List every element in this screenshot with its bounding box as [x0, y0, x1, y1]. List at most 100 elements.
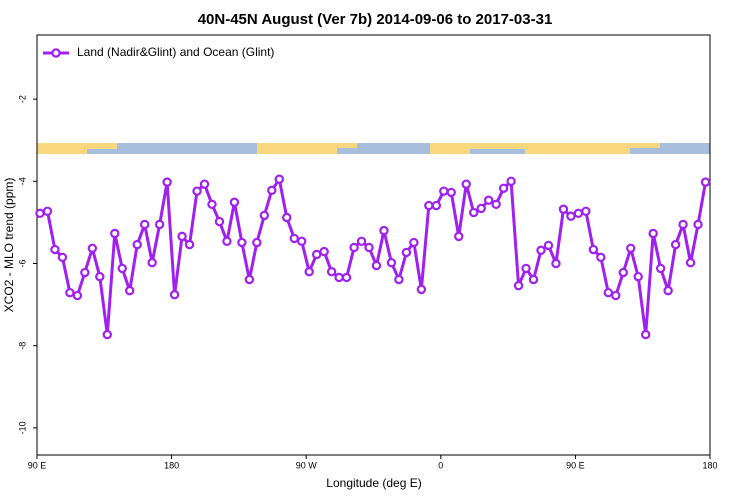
data-point	[640, 329, 651, 340]
data-point	[199, 179, 210, 189]
data-point	[655, 263, 666, 274]
data-point	[424, 200, 434, 211]
data-point	[304, 267, 314, 277]
land-band	[430, 143, 470, 154]
x-tick-label: 90 E	[28, 460, 47, 470]
data-point	[282, 212, 292, 223]
data-point	[670, 239, 681, 250]
data-point	[371, 260, 382, 271]
data-point	[177, 231, 187, 242]
land-band	[37, 143, 87, 154]
data-point	[214, 216, 225, 227]
data-point	[573, 208, 584, 219]
data-point	[87, 243, 98, 253]
y-tick-label: -10	[17, 421, 27, 434]
data-point	[566, 211, 576, 221]
data-point	[678, 219, 688, 230]
data-point	[110, 228, 120, 239]
data-point	[207, 199, 217, 210]
legend-label: Land (Nadir&Glint) and Ocean (Glint)	[77, 45, 274, 59]
data-point	[259, 210, 270, 221]
data-point	[147, 257, 157, 268]
data-point	[297, 236, 307, 247]
data-point	[184, 239, 195, 250]
data-point	[409, 237, 419, 248]
ocean-band	[37, 143, 710, 154]
data-point	[611, 290, 621, 301]
series-line	[39, 177, 707, 337]
data-point	[626, 243, 636, 253]
data-point	[252, 237, 262, 248]
data-point	[319, 246, 329, 257]
data-point	[439, 186, 449, 196]
data-point	[581, 206, 591, 217]
data-point	[289, 233, 299, 244]
data-point	[169, 290, 180, 300]
data-point	[364, 242, 374, 253]
data-point	[700, 177, 711, 187]
data-point	[139, 219, 150, 230]
data-point	[469, 207, 479, 218]
x-tick-label: 90 W	[296, 460, 318, 470]
data-point	[543, 240, 554, 251]
data-point	[506, 176, 516, 187]
data-point	[416, 284, 427, 295]
data-point	[648, 228, 658, 239]
data-point	[379, 225, 389, 236]
data-point	[125, 285, 135, 296]
land-band	[337, 143, 357, 148]
data-point	[349, 242, 359, 253]
data-point	[154, 219, 165, 230]
data-point	[446, 187, 456, 198]
land-band	[470, 143, 525, 149]
x-tick-label: 180	[702, 460, 717, 470]
data-point	[267, 185, 277, 196]
data-point	[326, 267, 337, 277]
data-point	[596, 252, 606, 263]
data-point	[476, 203, 486, 214]
data-point	[334, 272, 344, 283]
data-point	[454, 231, 464, 242]
data-point	[162, 177, 172, 187]
data-point	[394, 274, 404, 285]
data-point	[35, 208, 45, 219]
y-tick-label: -2	[17, 95, 27, 103]
x-axis-label: Longitude (deg E)	[326, 476, 421, 490]
land-band	[525, 143, 630, 154]
data-point	[536, 245, 546, 256]
data-point	[685, 257, 696, 268]
data-point	[491, 199, 501, 210]
data-point	[117, 263, 127, 274]
x-tick-label: 90 E	[566, 460, 585, 470]
data-point	[229, 197, 240, 207]
data-point	[50, 244, 60, 255]
data-point	[80, 267, 90, 278]
data-point	[528, 274, 539, 285]
y-axis-label: XCO2 - MLO trend (ppm)	[2, 178, 16, 313]
data-point	[603, 287, 614, 298]
data-point	[102, 329, 112, 340]
legend-marker	[51, 48, 61, 58]
data-point	[513, 280, 524, 291]
chart-title: 40N-45N August (Ver 7b) 2014-09-06 to 20…	[198, 11, 553, 28]
data-point	[356, 236, 367, 247]
data-point	[663, 285, 673, 296]
data-point	[461, 179, 471, 189]
land-band	[87, 143, 117, 149]
data-point	[72, 290, 83, 301]
data-point	[498, 183, 509, 193]
data-point	[386, 257, 397, 268]
land-band	[630, 143, 660, 148]
x-tick-label: 0	[438, 460, 443, 470]
data-point	[42, 206, 53, 217]
data-point	[237, 237, 247, 248]
data-point	[588, 244, 599, 255]
data-point	[431, 200, 442, 211]
data-point	[693, 219, 703, 230]
data-point	[483, 195, 494, 205]
data-point	[521, 263, 531, 274]
data-point	[311, 249, 322, 260]
y-tick-label: -6	[17, 259, 27, 267]
plot-frame	[36, 34, 711, 456]
